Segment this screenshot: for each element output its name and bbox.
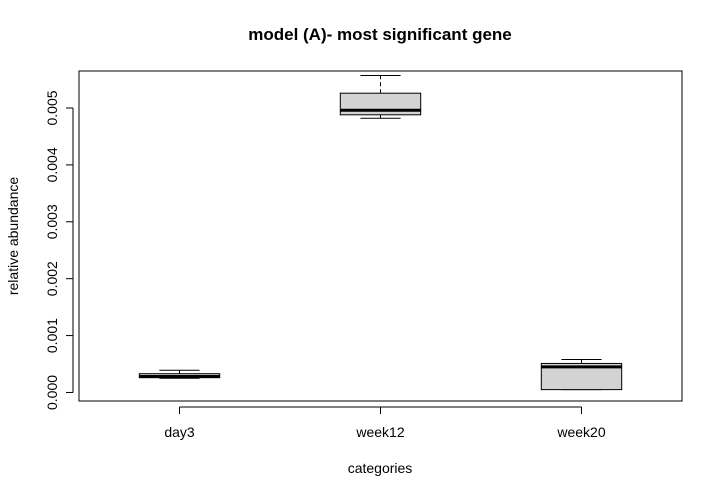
chart-title: model (A)- most significant gene	[248, 25, 512, 44]
y-tick-label: 0.001	[44, 318, 60, 353]
x-tick-label: day3	[164, 424, 195, 440]
boxes	[138, 75, 623, 391]
y-tick-label: 0.004	[44, 147, 60, 182]
plot-frame	[78, 70, 683, 402]
x-axis: day3 week12 week20	[164, 406, 606, 440]
x-axis-label: categories	[348, 460, 413, 476]
y-axis-label: relative abundance	[5, 177, 21, 296]
y-axis: 0.000 0.001 0.002 0.003 0.004 0.005	[44, 90, 74, 410]
y-tick-label: 0.005	[44, 90, 60, 125]
x-tick-label: week20	[556, 424, 605, 440]
box-day3	[138, 369, 221, 379]
box-week20	[540, 358, 623, 391]
x-tick-label: week12	[355, 424, 404, 440]
y-tick-label: 0.003	[44, 204, 60, 239]
y-tick-label: 0.002	[44, 261, 60, 296]
y-tick-label: 0.000	[44, 375, 60, 410]
box-week12	[339, 75, 422, 119]
